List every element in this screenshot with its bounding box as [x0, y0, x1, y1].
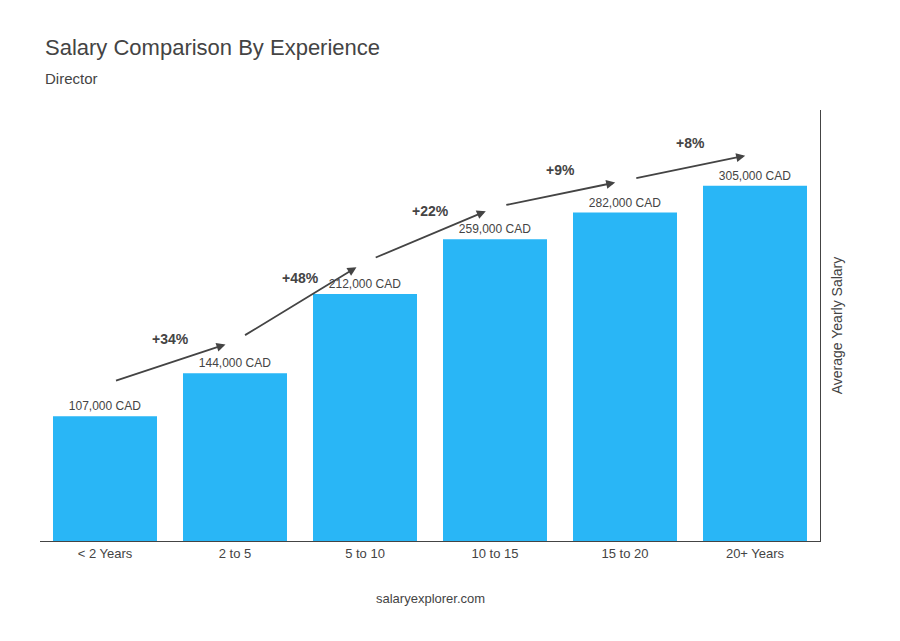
svg-text:259,000 CAD: 259,000 CAD	[459, 222, 531, 236]
svg-text:+48%: +48%	[282, 270, 319, 286]
svg-text:282,000 CAD: 282,000 CAD	[589, 196, 661, 210]
svg-text:10 to 15: 10 to 15	[472, 546, 519, 561]
svg-text:salaryexplorer.com: salaryexplorer.com	[376, 591, 485, 606]
svg-text:305,000 CAD: 305,000 CAD	[719, 169, 791, 183]
svg-text:Average Yearly Salary: Average Yearly Salary	[829, 257, 845, 395]
svg-text:Salary Comparison By Experienc: Salary Comparison By Experience	[45, 35, 380, 60]
svg-text:+22%: +22%	[412, 203, 449, 219]
svg-text:+34%: +34%	[152, 331, 189, 347]
svg-text:+8%: +8%	[676, 135, 705, 151]
svg-text:107,000 CAD: 107,000 CAD	[69, 399, 141, 413]
svg-text:15 to 20: 15 to 20	[602, 546, 649, 561]
svg-text:Director: Director	[45, 70, 98, 87]
svg-text:20+ Years: 20+ Years	[726, 546, 785, 561]
svg-text:+9%: +9%	[546, 162, 575, 178]
svg-text:2 to 5: 2 to 5	[219, 546, 252, 561]
svg-text:5 to 10: 5 to 10	[345, 546, 385, 561]
svg-text:144,000 CAD: 144,000 CAD	[199, 356, 271, 370]
svg-text:< 2 Years: < 2 Years	[78, 546, 133, 561]
svg-text:212,000 CAD: 212,000 CAD	[329, 277, 401, 291]
